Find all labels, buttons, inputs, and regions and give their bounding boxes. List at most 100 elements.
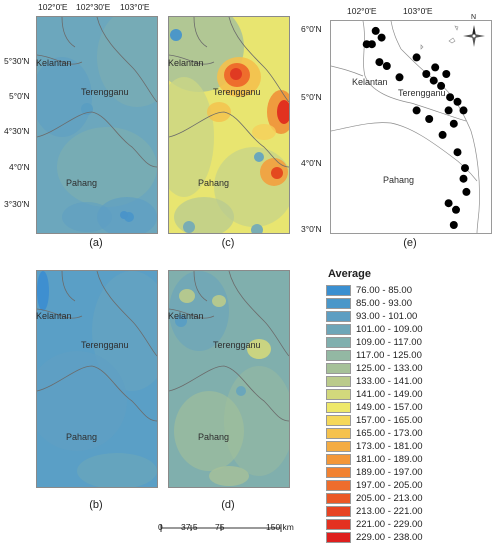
legend-item: 165.00 - 173.00 xyxy=(326,427,423,440)
station-point xyxy=(446,93,455,102)
legend-item-label: 117.00 - 125.00 xyxy=(356,350,422,361)
station-point xyxy=(429,76,438,85)
legend-item: 189.00 - 197.00 xyxy=(326,466,423,479)
station-point xyxy=(462,187,471,196)
legend-swatch xyxy=(326,493,351,504)
e-lon-label: 102°0'E xyxy=(347,6,377,16)
lon-label: 102°30'E xyxy=(76,2,111,12)
station-point xyxy=(412,106,421,115)
legend-swatch xyxy=(326,480,351,491)
legend-item-label: 181.00 - 189.00 xyxy=(356,454,423,465)
station-point xyxy=(442,70,451,78)
legend-swatch xyxy=(326,311,351,322)
station-point xyxy=(371,26,380,35)
state-label-pahang: Pahang xyxy=(66,178,98,188)
station-point xyxy=(449,221,458,229)
legend-item: 157.00 - 165.00 xyxy=(326,414,423,427)
station-point xyxy=(444,199,453,208)
e-lat-label: 3°0'N xyxy=(301,224,322,234)
state-label-kelantan: Kelantan xyxy=(168,58,204,68)
legend-swatch xyxy=(326,415,351,426)
panel-label-d: (d) xyxy=(221,499,235,511)
legend-item-label: 165.00 - 173.00 xyxy=(356,428,423,439)
legend-item: 109.00 - 117.00 xyxy=(326,336,422,349)
legend-swatch xyxy=(326,285,351,296)
state-label-terengganu: Terengganu xyxy=(81,340,129,350)
legend-item: 101.00 - 109.00 xyxy=(326,323,423,336)
station-point xyxy=(422,70,431,78)
e-lon-label: 103°0'E xyxy=(403,6,433,16)
station-point xyxy=(382,62,391,70)
state-label-kelantan: Kelantan xyxy=(36,58,72,68)
legend-item: 213.00 - 221.00 xyxy=(326,505,423,518)
legend-swatch xyxy=(326,298,351,309)
legend-item: 141.00 - 149.00 xyxy=(326,388,423,401)
north-arrow-icon xyxy=(462,24,486,48)
station-point xyxy=(459,106,468,115)
station-point xyxy=(453,148,462,157)
legend-item-label: 157.00 - 165.00 xyxy=(356,415,423,426)
state-label-pahang: Pahang xyxy=(66,432,98,442)
legend-swatch xyxy=(326,324,351,335)
legend-swatch xyxy=(326,428,351,439)
lat-label: 4°0'N xyxy=(9,162,30,172)
legend-item: 76.00 - 85.00 xyxy=(326,284,412,297)
legend-item-label: 76.00 - 85.00 xyxy=(356,285,412,296)
station-point xyxy=(377,33,386,42)
legend-item: 93.00 - 101.00 xyxy=(326,310,417,323)
legend-item-label: 149.00 - 157.00 xyxy=(356,402,423,413)
panel-label-b: (b) xyxy=(89,499,103,511)
scale-tick-label: 150 km xyxy=(266,522,294,532)
legend-swatch xyxy=(326,376,351,387)
legend-swatch xyxy=(326,402,351,413)
legend-item: 197.00 - 205.00 xyxy=(326,479,423,492)
legend-swatch xyxy=(326,350,351,361)
map-panel-c xyxy=(168,16,290,234)
e-lat-label: 5°0'N xyxy=(301,92,322,102)
panel-label-a: (a) xyxy=(89,237,103,249)
legend-item-label: 93.00 - 101.00 xyxy=(356,311,418,322)
station-point xyxy=(461,164,469,173)
legend-item-label: 141.00 - 149.00 xyxy=(356,389,423,400)
station-point xyxy=(425,115,434,123)
legend-swatch xyxy=(326,467,351,478)
map-panel-a xyxy=(36,16,158,234)
state-label-terengganu: Terengganu xyxy=(213,340,261,350)
lat-label: 3°30'N xyxy=(4,199,30,209)
legend-item-label: 213.00 - 221.00 xyxy=(356,506,423,517)
legend-swatch xyxy=(326,532,351,543)
legend-item: 221.00 - 229.00 xyxy=(326,518,423,531)
legend-item: 205.00 - 213.00 xyxy=(326,492,423,505)
e-lat-label: 4°0'N xyxy=(301,158,322,168)
legend-item-label: 85.00 - 93.00 xyxy=(356,298,412,309)
station-point xyxy=(452,205,460,214)
legend-item: 149.00 - 157.00 xyxy=(326,401,423,414)
legend-item-label: 125.00 - 133.00 xyxy=(356,363,423,374)
station-point xyxy=(412,53,421,62)
lon-label: 102°0'E xyxy=(38,2,68,12)
state-label-pahang: Pahang xyxy=(383,175,415,185)
legend-item-label: 189.00 - 197.00 xyxy=(356,467,423,478)
state-label-terengganu: Terengganu xyxy=(213,87,261,97)
panel-label-c: (c) xyxy=(221,237,235,249)
legend-item: 181.00 - 189.00 xyxy=(326,453,423,466)
legend-item-label: 101.00 - 109.00 xyxy=(356,324,423,335)
lon-label: 103°0'E xyxy=(120,2,150,12)
station-point xyxy=(459,174,468,183)
station-point xyxy=(449,119,458,128)
station-point xyxy=(395,73,404,82)
legend-swatch xyxy=(326,389,351,400)
station-point xyxy=(437,81,446,90)
e-lat-label: 6°0'N xyxy=(301,24,322,34)
legend-item: 125.00 - 133.00 xyxy=(326,362,423,375)
station-point xyxy=(431,63,440,72)
legend-swatch xyxy=(326,337,351,348)
station-point xyxy=(362,40,371,49)
legend-item-label: 173.00 - 181.00 xyxy=(356,441,423,452)
lat-label: 4°30'N xyxy=(4,126,30,136)
legend-swatch xyxy=(326,506,351,517)
legend-item-label: 205.00 - 213.00 xyxy=(356,493,423,504)
legend-title: Average xyxy=(328,268,372,280)
legend-item-label: 197.00 - 205.00 xyxy=(356,480,423,491)
state-label-kelantan: Kelantan xyxy=(168,311,204,321)
